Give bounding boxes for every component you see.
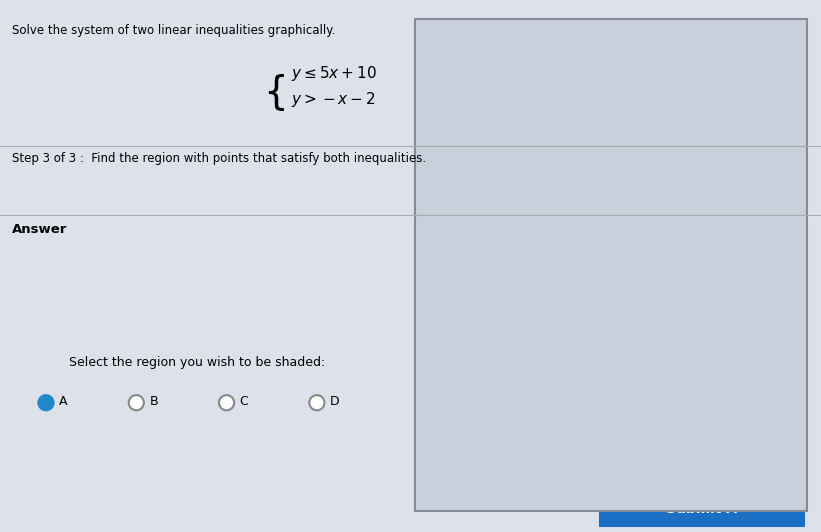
- Text: $y \leq 5x + 10$: $y \leq 5x + 10$: [291, 64, 378, 83]
- Circle shape: [219, 395, 234, 410]
- Text: -5: -5: [599, 367, 610, 376]
- Circle shape: [129, 395, 144, 410]
- Text: B: B: [556, 124, 566, 139]
- Text: A: A: [59, 395, 67, 408]
- Text: Select the region you wish to be shaded:: Select the region you wish to be shaded:: [69, 356, 325, 369]
- Text: C: C: [531, 324, 542, 339]
- Text: $y > -x - 2$: $y > -x - 2$: [291, 90, 376, 110]
- Text: -5: -5: [531, 284, 542, 293]
- Text: B: B: [149, 395, 158, 408]
- Circle shape: [310, 395, 324, 410]
- Text: 10: 10: [597, 66, 610, 76]
- Text: Solve the system of two linear inequalities graphically.: Solve the system of two linear inequalit…: [12, 24, 336, 37]
- Text: Step 3 of 3 :  Find the region with points that satisfy both inequalities.: Step 3 of 3 : Find the region with point…: [12, 152, 426, 164]
- Text: 5: 5: [695, 284, 702, 293]
- Text: 10: 10: [773, 284, 787, 293]
- Text: D: D: [330, 395, 340, 408]
- Text: Submit A: Submit A: [667, 502, 737, 517]
- Text: C: C: [240, 395, 249, 408]
- Text: x: x: [800, 265, 807, 278]
- Text: Enable Zoom/Pan: Enable Zoom/Pan: [655, 31, 753, 41]
- Text: A: A: [710, 224, 720, 239]
- Circle shape: [39, 395, 53, 410]
- Text: D: D: [628, 404, 640, 419]
- Text: Answer: Answer: [12, 223, 67, 236]
- Text: $\{$: $\{$: [263, 72, 285, 113]
- Text: 5: 5: [603, 167, 610, 176]
- Text: y: y: [614, 34, 621, 47]
- Text: -10: -10: [447, 284, 464, 293]
